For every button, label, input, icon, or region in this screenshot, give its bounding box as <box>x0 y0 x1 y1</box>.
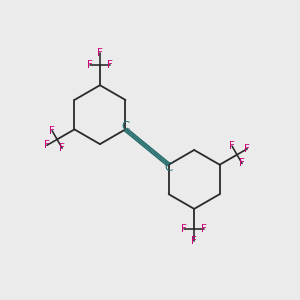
Text: C: C <box>164 160 173 174</box>
Text: F: F <box>107 60 113 70</box>
Text: F: F <box>229 141 235 151</box>
Text: F: F <box>44 140 50 150</box>
Text: F: F <box>244 144 250 154</box>
Text: F: F <box>87 60 93 70</box>
Text: C: C <box>122 121 130 134</box>
Text: F: F <box>97 48 103 59</box>
Text: F: F <box>59 143 65 153</box>
Text: F: F <box>181 224 187 234</box>
Text: F: F <box>201 224 207 234</box>
Text: F: F <box>239 158 245 168</box>
Text: F: F <box>191 236 197 246</box>
Text: F: F <box>49 126 55 136</box>
